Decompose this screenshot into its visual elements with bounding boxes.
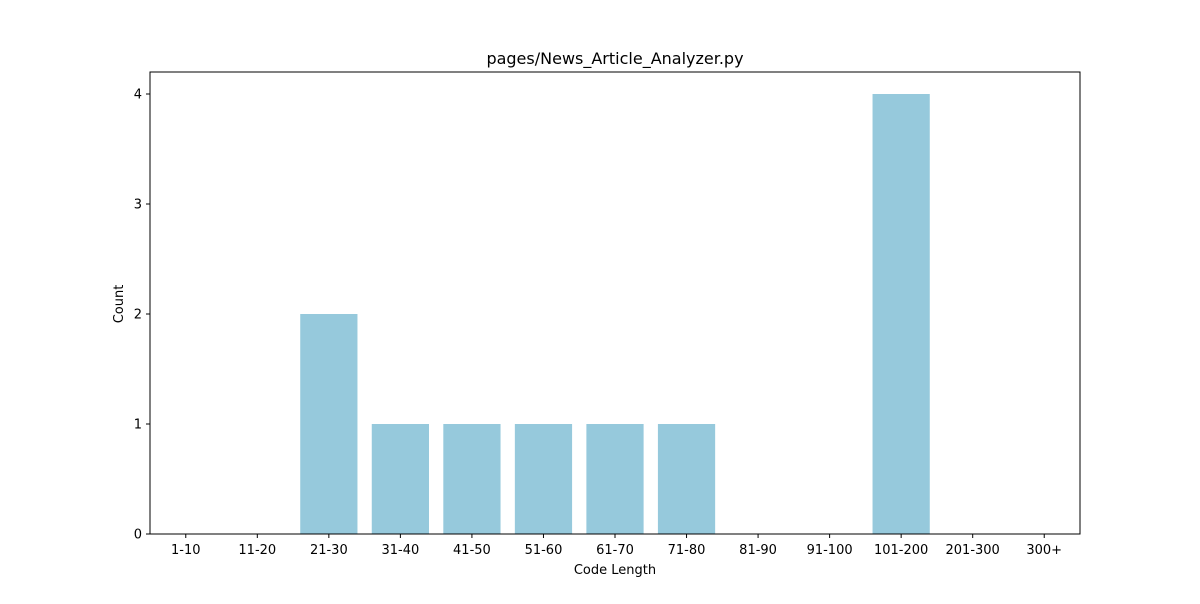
bar [300,314,358,534]
x-tick-label: 91-100 [807,543,853,558]
x-tick-label: 61-70 [596,543,634,558]
chart-title: pages/News_Article_Analyzer.py [486,49,743,69]
x-tick-label: 81-90 [739,543,777,558]
x-tick-label: 51-60 [525,543,563,558]
x-tick-label: 101-200 [874,543,928,558]
x-tick-label: 31-40 [381,543,419,558]
y-tick-label: 2 [134,308,142,323]
bar [657,424,716,534]
plot-frame [149,71,1081,535]
x-tick-label: 71-80 [668,543,706,558]
bars-layer [300,94,930,534]
y-axis-label: Count [112,285,127,324]
bar [443,424,501,534]
x-tick-label: 300+ [1026,543,1062,558]
axes-layer: 1-10 11-20 21-30 31-40 41-50 51-60 61-70 71-80 8… [134,71,1081,558]
y-tick-label: 3 [134,198,142,213]
x-tick-label: 11-20 [238,543,276,558]
y-tick-label: 0 [134,528,142,543]
x-tick-label: 41-50 [453,543,491,558]
x-axis-label: Code Length [574,563,656,578]
x-tick-label: 21-30 [310,543,348,558]
bar [514,424,573,534]
bar [371,424,429,534]
x-tick-label: 1-10 [171,543,201,558]
bar [586,424,644,534]
y-tick-label: 1 [134,418,142,433]
y-tick-label: 4 [134,88,142,103]
x-tick-label: 201-300 [946,543,1000,558]
bar [872,94,930,534]
